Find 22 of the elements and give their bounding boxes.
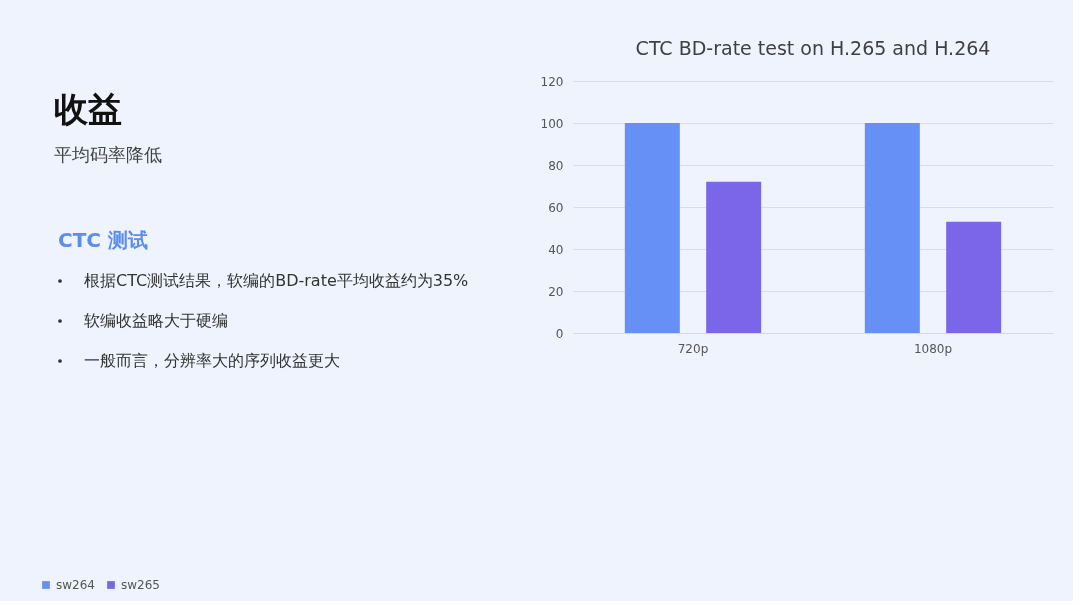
bar (946, 221, 1002, 333)
y-tick-label: 0 (555, 326, 564, 341)
text: CTC 测试 (58, 228, 148, 252)
y-tick-label: 120 (540, 74, 564, 89)
bar (706, 181, 762, 333)
text: 根据CTC测试结果，软编的BD-rate平均收益约为35% (84, 271, 469, 290)
y-tick-label: 20 (548, 284, 564, 299)
text: 平均码率降低 (54, 144, 162, 165)
bar (864, 123, 920, 333)
legend-label: sw265 (121, 578, 160, 592)
bar (624, 123, 680, 333)
text: 一般而言，分辨率大的序列收益更大 (84, 351, 340, 370)
y-tick-label: 40 (548, 242, 564, 257)
x-tick-label: 720p (677, 341, 709, 356)
y-tick-label: 80 (548, 158, 564, 173)
y-tick-label: 100 (540, 116, 564, 131)
x-tick-label: 1080p (913, 341, 953, 356)
y-tick-label: 60 (548, 200, 564, 215)
chart-title: CTC BD-rate test on H.265 and H.264 (635, 37, 991, 59)
text: 软编收益略大于硬编 (84, 311, 228, 330)
legend-label: sw264 (56, 578, 95, 592)
text: 收益 (54, 89, 122, 129)
